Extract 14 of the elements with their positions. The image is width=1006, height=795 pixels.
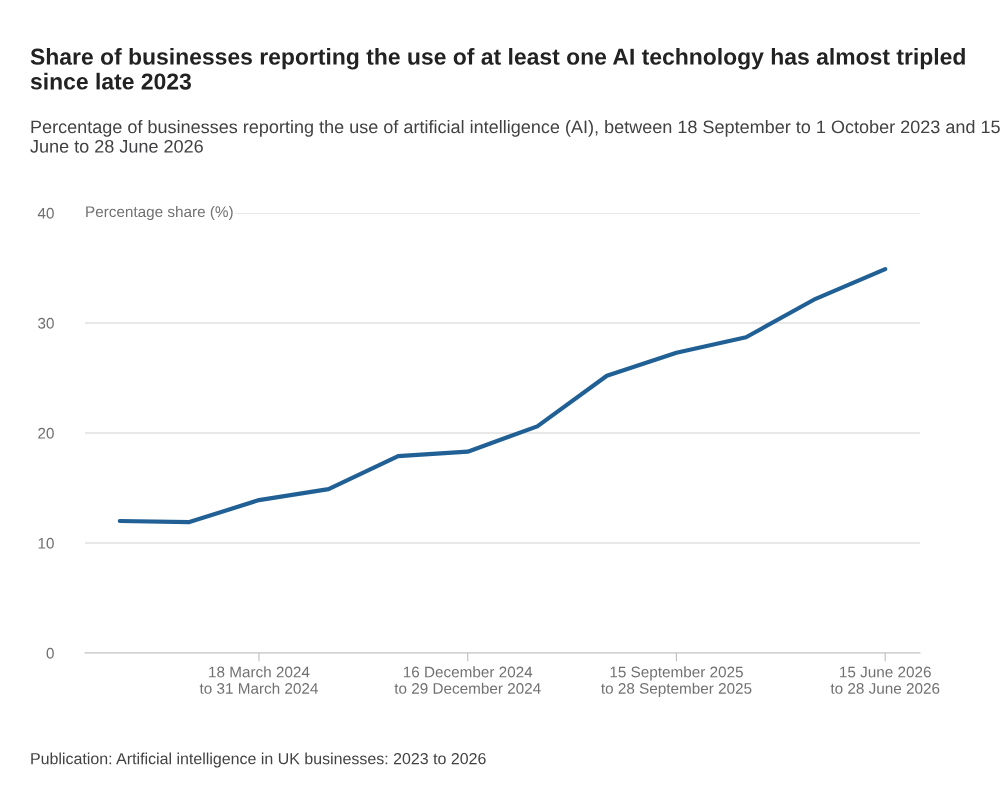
y-tick-label: 20 [38, 427, 54, 439]
chart-title: Share of businesses reporting the use of at least one AI technology has almost tripled since late 2023 [30, 48, 965, 90]
x-tick-label: 15 June 2026 to 28 June 2026 [830, 666, 940, 694]
x-tick-label: 18 March 2024 to 31 March 2024 [199, 666, 318, 694]
chart-subtitle: Percentage of businesses reporting the use of artificial intelligence (AI), between 18 September to 1 October 2023 and 15 June to 28 June 2026 [30, 120, 1000, 153]
x-tick-label: 16 December 2024 to 29 December 2024 [394, 666, 541, 694]
y-tick-label: 10 [38, 537, 54, 549]
line-series [117, 267, 888, 525]
y-tick-label: 0 [46, 647, 54, 659]
y-tick-label: 30 [38, 317, 54, 329]
y-axis-title: Percentage share (%) [86, 205, 233, 221]
text: Publication: Artificial intelligence in UK businesses: 2023 to 2026 [31, 752, 486, 768]
y-tick-label: 40 [37, 207, 54, 219]
x-tick-label: 15 September 2025 to 28 September 2025 [601, 666, 752, 697]
